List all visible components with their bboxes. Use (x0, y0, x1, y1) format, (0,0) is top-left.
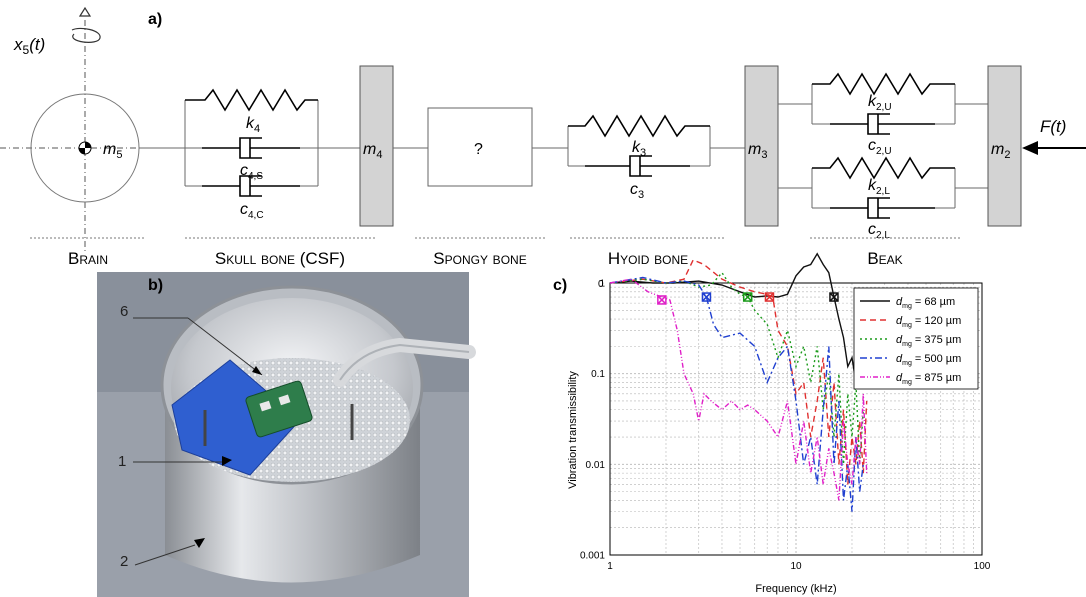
beak-elements: k2,U c2,U k2,L c2,L (778, 72, 988, 241)
panel-b-label: b) (148, 277, 163, 294)
x5-label: x5(t) (13, 35, 45, 57)
series-marker-4 (657, 295, 667, 305)
damper-c4s (202, 137, 300, 159)
legend-label-0: dmg = 68 µm (896, 296, 955, 310)
photo-label-6: 6 (120, 303, 128, 320)
spongy-bone-unknown: ? (474, 141, 483, 158)
mass-m3 (744, 65, 779, 227)
chart-legend: dmg = 68 µm dmg = 120 µm dmg = 375 µm dmg =… (853, 287, 979, 390)
series-line-4 (609, 278, 868, 501)
damper-c2l-label: c2,L (868, 221, 890, 241)
legend-box (853, 287, 979, 390)
damper-c3-label: c3 (630, 181, 644, 201)
mass-m4 (359, 65, 394, 227)
region-beak: Beak (867, 249, 902, 268)
damper-c4s-label: c4,S (240, 162, 263, 182)
blue-plate (171, 359, 301, 476)
mass-m2-label: m2 (991, 141, 1010, 161)
spring-k2l (812, 156, 955, 180)
x-tick-label: 10 (790, 561, 802, 572)
chart-x-axis-label: Frequency (kHz) (755, 583, 836, 595)
photo-label-2: 2 (120, 553, 128, 570)
mass-m4-label: m4 (363, 141, 382, 161)
region-brain: Brain (68, 249, 108, 268)
chart-series (609, 252, 868, 512)
region-skull-bone: Skull bone (CSF) (215, 249, 345, 268)
x-tick-label: 100 (974, 561, 991, 572)
series-marker-1 (764, 292, 775, 302)
series-marker-0 (829, 292, 839, 302)
mass-m5-label: m5 (103, 141, 122, 161)
skull-bone-elements: k4 c4,S c4,C (140, 88, 360, 221)
photo-label-1: 1 (118, 453, 126, 470)
sensor-pcb (245, 380, 313, 438)
y-tick-label: 0.1 (591, 369, 605, 380)
brain-circle (30, 93, 140, 203)
chart-ticks: 1 10 100 0.001 0.01 0.1 1 (580, 279, 991, 573)
hyoid-bone-elements: k3 c3 (567, 114, 711, 201)
spring-k2u-label: k2,U (868, 93, 892, 113)
y-tick-label: 0.01 (586, 460, 606, 471)
y-tick-label: 1 (599, 279, 605, 290)
region-hyoid-bone: Hyoid bone (608, 249, 688, 268)
spongy-bone-box (427, 107, 533, 187)
legend-label-1: dmg = 120 µm (896, 315, 961, 329)
damper-c2l (830, 197, 935, 219)
panel-c-chart: c) 1 10 100 0.001 0.01 0.1 1 Frequency (kHz) V… (553, 252, 991, 595)
panel-a-label: a) (148, 11, 162, 28)
spring-k2l-label: k2,L (868, 177, 890, 197)
spring-k3 (568, 114, 710, 138)
panel-c-label: c) (553, 277, 567, 294)
chart-markers (657, 292, 839, 305)
center-of-mass-icon (78, 141, 92, 155)
panel-a-diagram: a) x5(t) m5 k4 (0, 6, 1086, 268)
damper-c4c-label: c4,C (240, 201, 264, 221)
force-label: F(t) (1040, 117, 1066, 136)
spring-k4 (185, 88, 318, 112)
rotation-arrow-head-icon (78, 6, 92, 17)
chart-top-tick-label: 0 (598, 279, 604, 290)
panel-b-photo: b) 6 1 2 (97, 272, 476, 597)
chart-plot-frame (609, 282, 983, 556)
damper-c3 (585, 155, 690, 177)
damper-c2u (830, 113, 935, 135)
region-spongy-bone: Spongy bone (433, 249, 526, 268)
legend-label-2: dmg = 375 µm (896, 334, 961, 348)
series-line-0 (609, 252, 864, 388)
chart-y-axis-label: Vibration transmissibility (567, 371, 579, 489)
series-line-2 (609, 271, 864, 465)
legend-label-4: dmg = 875 µm (896, 372, 961, 386)
series-marker-2 (742, 292, 753, 302)
mass-m2 (987, 65, 1022, 227)
rotation-arrow-icon (71, 27, 101, 43)
spring-k2u (812, 72, 955, 96)
legend-label-3: dmg = 500 µm (896, 353, 961, 367)
force-arrow-head-icon (1022, 141, 1038, 155)
series-line-1 (609, 258, 868, 485)
x-tick-label: 1 (607, 561, 613, 572)
damper-c4c (185, 175, 318, 197)
y-tick-label: 0.001 (580, 551, 605, 562)
mass-m3-label: m3 (748, 141, 767, 161)
damper-c2u-label: c2,U (868, 137, 892, 157)
series-line-3 (609, 276, 864, 512)
spring-k3-label: k3 (632, 139, 646, 159)
spring-k4-label: k4 (246, 115, 260, 135)
series-marker-3 (701, 292, 712, 302)
